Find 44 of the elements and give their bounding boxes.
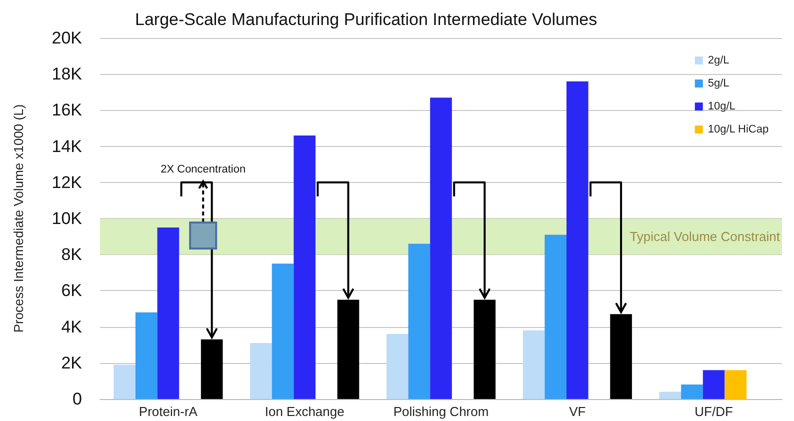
bar [522, 330, 545, 399]
bar [250, 343, 272, 399]
chart-title: Large-Scale Manufacturing Purification Intermediate Volumes [135, 10, 598, 29]
legend-label: 10g/L [708, 100, 736, 112]
y-tick-label: 4K [61, 317, 83, 336]
x-tick-label: Ion Exchange [264, 404, 344, 419]
bar [430, 98, 452, 399]
y-tick-label: 6K [61, 281, 83, 300]
bar [135, 312, 158, 399]
bar [474, 300, 496, 399]
legend-label: 10g/L HiCap [708, 124, 769, 136]
bar [157, 228, 180, 399]
bar [200, 339, 223, 399]
bar [681, 384, 703, 399]
bar [408, 244, 430, 399]
bar [702, 370, 725, 399]
y-axis-title: Process Intermediate Volume x1000 (L) [11, 104, 26, 333]
x-tick-label: Polishing Chrom [393, 404, 489, 419]
bar [544, 234, 566, 399]
bar [724, 370, 747, 399]
y-tick-label: 20K [52, 28, 83, 48]
y-tick-label: 18K [52, 64, 83, 84]
band-label: Typical Volume Constraint [630, 229, 780, 244]
bar [386, 334, 408, 399]
x-tick-label: Protein-rA [138, 404, 198, 419]
legend-label: 5g/L [708, 78, 730, 90]
bar [337, 300, 360, 399]
bar [566, 81, 588, 399]
bar [114, 364, 136, 399]
y-tick-label: 2K [61, 353, 83, 372]
x-tick-label: UF/DF [694, 404, 733, 419]
y-tick-label: 16K [52, 100, 83, 120]
bar [294, 135, 316, 399]
bar [272, 264, 294, 399]
bar [659, 392, 682, 399]
y-tick-label: 8K [61, 245, 83, 264]
bar [610, 314, 632, 399]
annotation: 2X Concentration [160, 163, 246, 176]
legend-label: 2g/L [708, 54, 730, 66]
y-tick-label: 14K [52, 136, 83, 156]
y-tick-label: 10K [52, 209, 83, 228]
y-tick-label: 12K [52, 172, 83, 192]
y-tick-label: 0 [72, 390, 82, 408]
x-tick-label: VF [569, 404, 586, 419]
